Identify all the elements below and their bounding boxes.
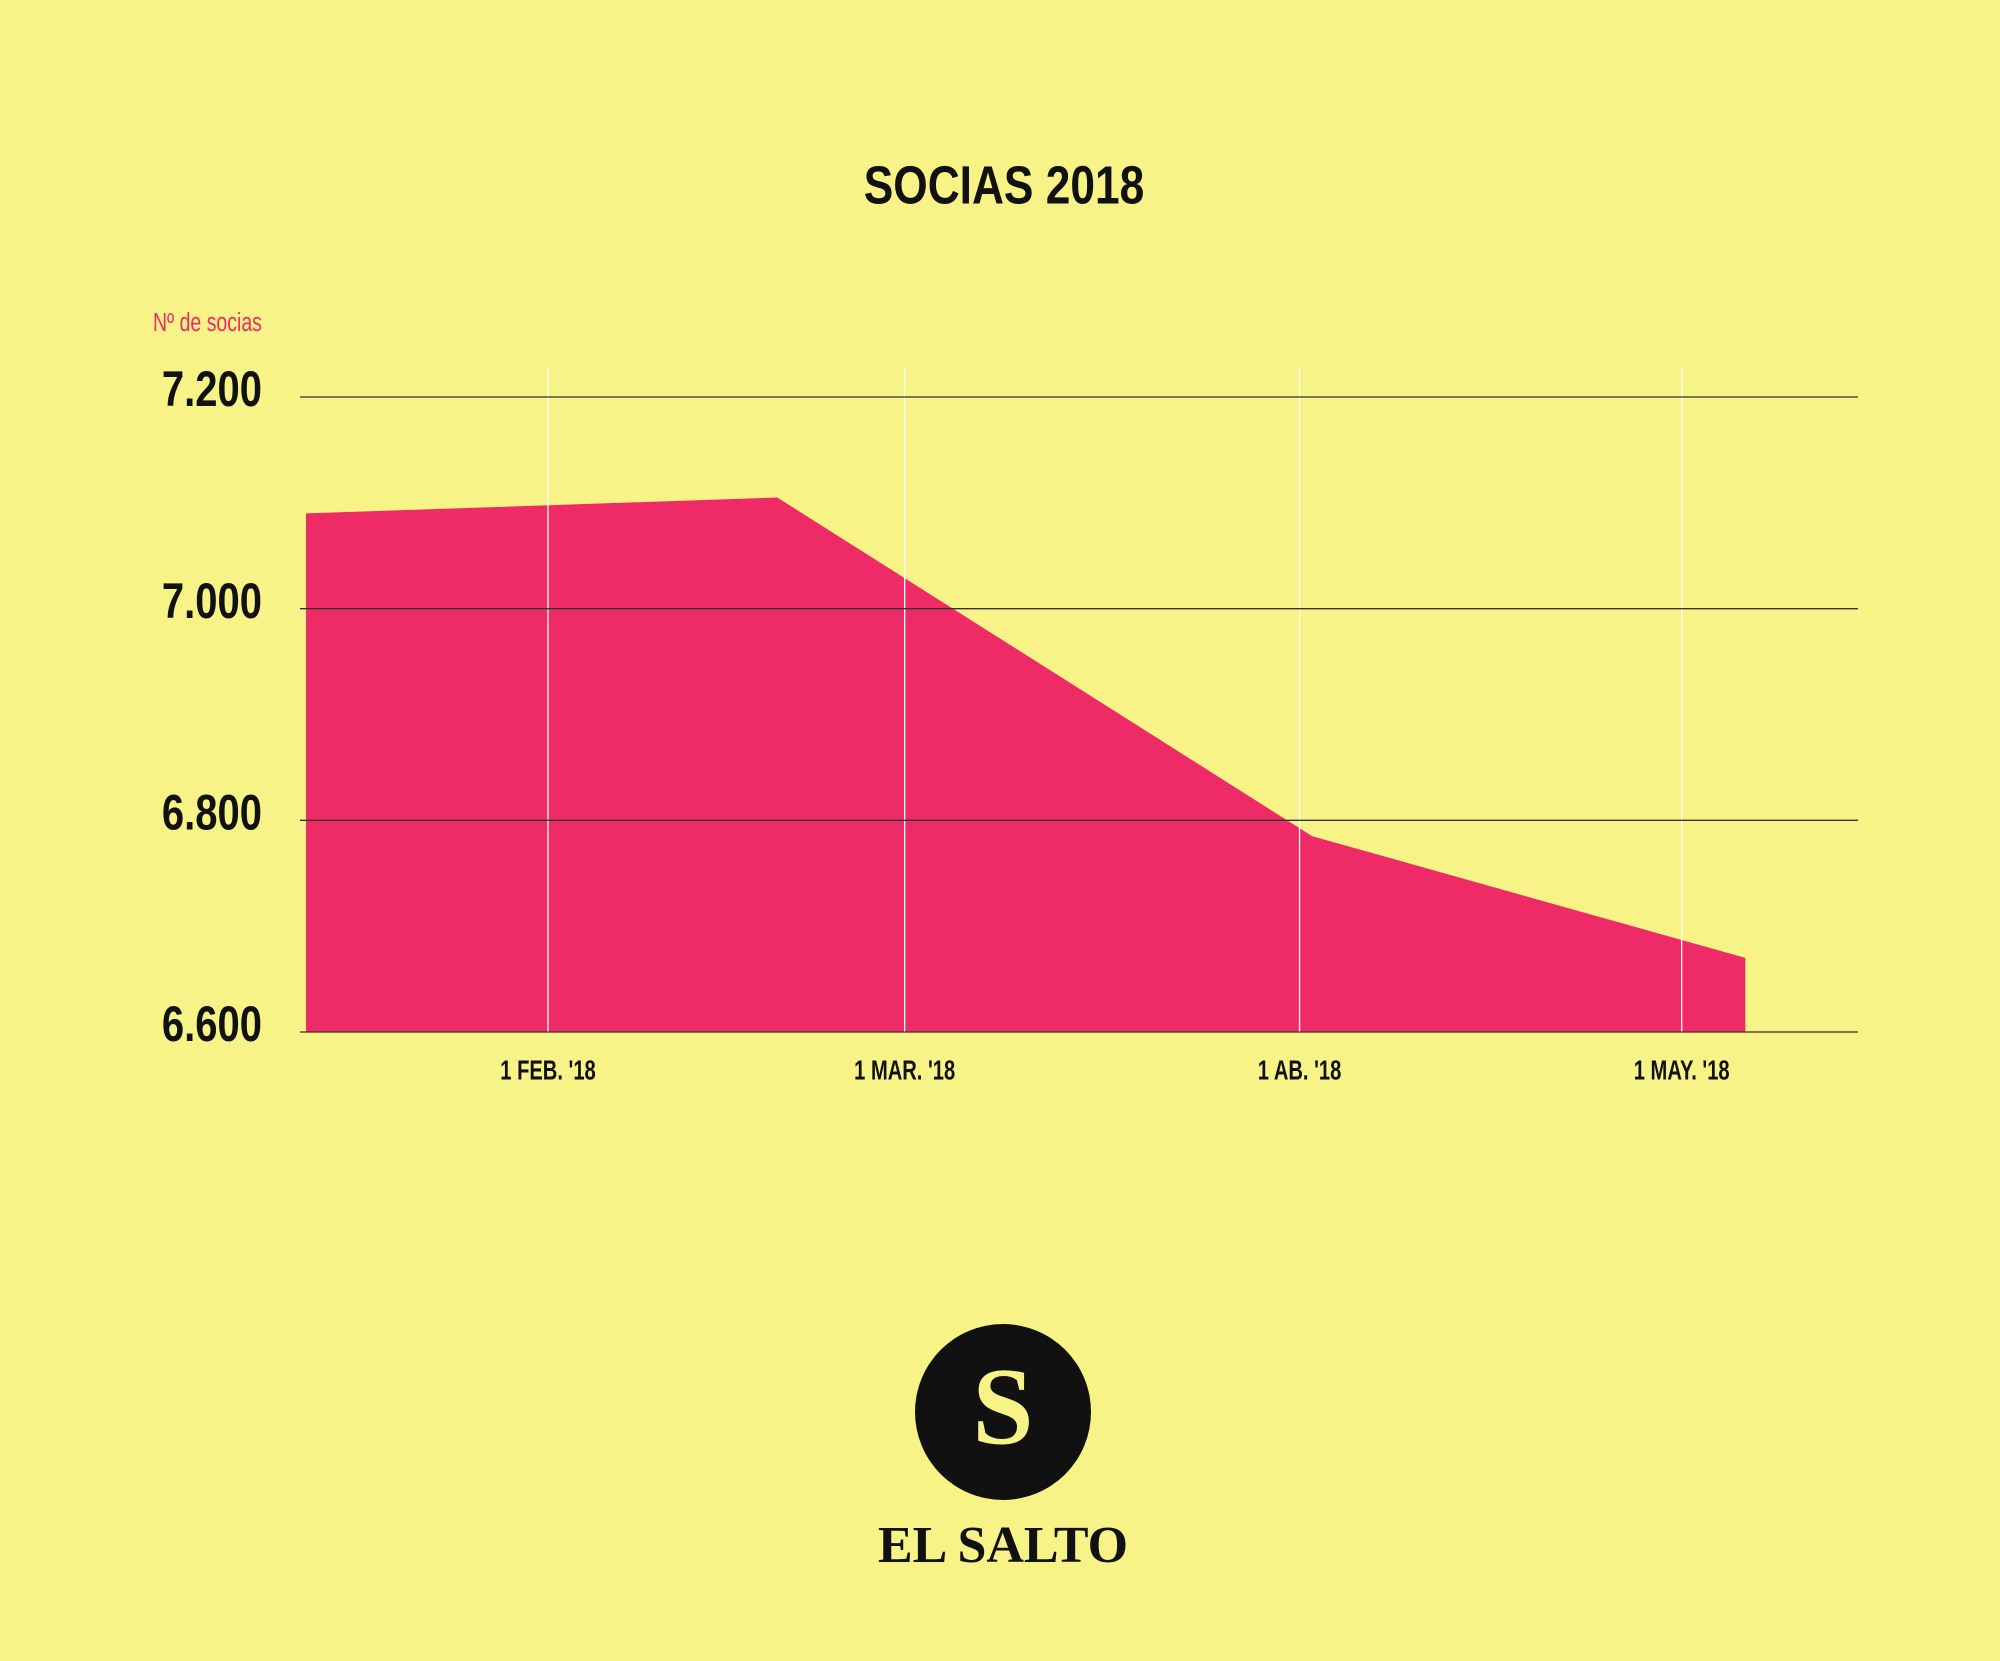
x-tick-label: 1 MAY. '18	[1634, 1055, 1730, 1086]
logo-circle	[915, 1324, 1091, 1500]
y-tick-label: 6.800	[162, 784, 262, 840]
x-tick-label: 1 MAR. '18	[854, 1055, 955, 1086]
area	[306, 497, 1746, 1033]
logo-letter: S	[972, 1345, 1033, 1467]
y-axis-label: Nº de socias	[153, 307, 262, 336]
x-tick-label: 1 FEB. '18	[500, 1055, 595, 1086]
y-tick-label: 7.000	[162, 573, 262, 629]
y-tick-label: 6.600	[162, 996, 262, 1052]
x-tick-label: 1 AB. '18	[1258, 1055, 1342, 1086]
chart-title: SOCIAS 2018	[864, 155, 1144, 215]
y-tick-label: 7.200	[162, 361, 262, 417]
logo-name: EL SALTO	[878, 1517, 1128, 1574]
